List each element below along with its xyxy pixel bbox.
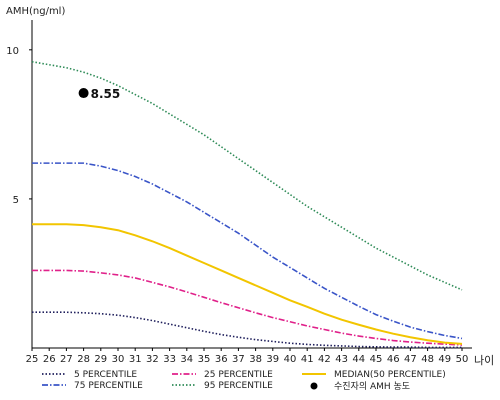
y-tick-label: 5	[13, 195, 19, 206]
legend-swatch-patient-amh	[310, 382, 318, 390]
x-tick-label: 26	[43, 354, 56, 365]
x-tick-label: 33	[163, 354, 176, 365]
x-tick-label: 44	[352, 354, 365, 365]
legend: 5 PERCENTILE 25 PERCENTILE MEDIAN(50 PERCE…	[42, 370, 446, 392]
legend-label-patient-amh: 수진자의 AMH 농도	[334, 381, 410, 392]
x-tick-label: 35	[198, 354, 211, 365]
legend-label-5-percentile: 5 PERCENTILE	[74, 370, 137, 380]
axes	[31, 20, 472, 349]
patient-amh-value-label: 8.55	[91, 87, 121, 101]
x-tick-label: 39	[266, 354, 279, 365]
x-tick-label: 29	[94, 354, 107, 365]
x-tick-label: 38	[249, 354, 262, 365]
patient-amh-marker: 8.55	[78, 87, 121, 101]
legend-label-75-percentile: 75 PERCENTILE	[74, 381, 143, 391]
series-line-median-50-percentile	[32, 223, 463, 345]
legend-label-median-50-percentile: MEDIAN(50 PERCENTILE)	[334, 370, 446, 380]
x-tick-label: 45	[370, 354, 383, 365]
series-line-5-percentile	[32, 311, 462, 349]
x-tick-label: 47	[404, 354, 417, 365]
x-tick-label: 27	[60, 354, 73, 365]
series-line-25-percentile	[32, 269, 463, 346]
series-line-75-percentile	[32, 162, 463, 340]
x-tick-label: 48	[421, 354, 434, 365]
x-tick-label: 32	[146, 354, 159, 365]
y-axis-title: AMH(ng/ml)	[6, 6, 65, 17]
y-tick-labels: 5 10	[6, 46, 32, 206]
x-tick-label: 42	[318, 354, 331, 365]
x-tick-label: 46	[387, 354, 400, 365]
y-tick-label: 10	[6, 46, 19, 57]
x-tick-labels: 25 26 27 28 29 30 31 32 33 34 35 36 37 38 39 40 41 42 43 44…	[26, 348, 469, 365]
x-tick-label: 50	[456, 354, 469, 365]
x-tick-label: 28	[77, 354, 90, 365]
legend-label-25-percentile: 25 PERCENTILE	[204, 370, 273, 380]
series-line-95-percentile	[31, 60, 463, 291]
x-tick-label: 37	[232, 354, 245, 365]
x-tick-label: 40	[284, 354, 297, 365]
x-axis-title: 나이	[474, 354, 494, 367]
x-tick-label: 25	[26, 354, 39, 365]
x-tick-label: 30	[112, 354, 125, 365]
legend-label-95-percentile: 95 PERCENTILE	[204, 381, 273, 391]
x-tick-label: 41	[301, 354, 314, 365]
x-tick-label: 36	[215, 354, 228, 365]
x-tick-label: 43	[335, 354, 348, 365]
series-lines	[31, 60, 463, 349]
x-tick-label: 31	[129, 354, 142, 365]
patient-amh-point	[78, 88, 89, 99]
x-tick-label: 34	[180, 354, 193, 365]
x-tick-label: 49	[438, 354, 451, 365]
